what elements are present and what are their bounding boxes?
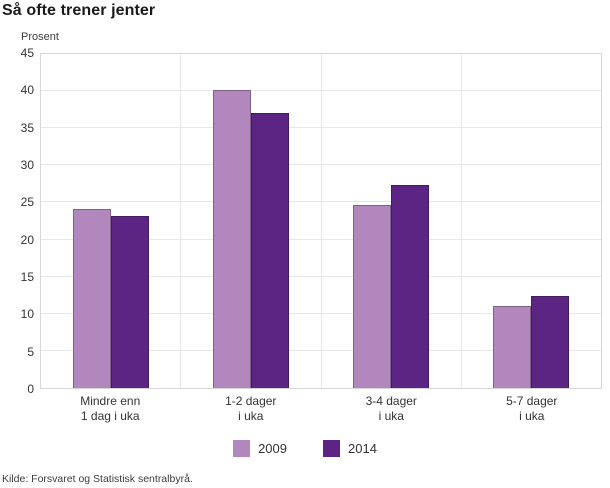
bar-2014-category-2[interactable] (250, 113, 289, 388)
bar-2014-category-1[interactable] (110, 215, 149, 388)
bar-2009-category-1[interactable] (72, 209, 111, 388)
category-group (181, 54, 322, 388)
legend: 2009 2014 (0, 440, 610, 457)
legend-swatch-2009 (233, 440, 251, 457)
x-axis-category-label: 5-7 dager i uka (506, 394, 558, 423)
legend-item-2009[interactable]: 2009 (233, 440, 287, 457)
x-axis-category-label: 1-2 dager i uka (225, 394, 277, 423)
category-group (322, 54, 462, 388)
x-axis-category-label: 3-4 dager i uka (365, 394, 417, 423)
legend-label: 2014 (348, 441, 377, 456)
bar-2009-category-3[interactable] (353, 204, 392, 388)
bar-2009-category-2[interactable] (212, 89, 251, 388)
plot-area (40, 53, 602, 389)
legend-label: 2009 (258, 441, 287, 456)
legend-swatch-2014 (323, 440, 340, 457)
legend-item-2014[interactable]: 2014 (323, 440, 377, 457)
y-axis-tick-label: 10 (20, 307, 34, 322)
y-axis-tick-label: 40 (20, 83, 34, 98)
category-group (41, 54, 182, 388)
y-axis-tick-label: 0 (27, 382, 34, 396)
x-axis-category-label: Mindre enn 1 dag i uka (80, 394, 141, 423)
bar-2014-category-4[interactable] (531, 295, 570, 388)
y-axis-unit-label: Prosent (21, 31, 59, 43)
y-axis-tick-label: 20 (20, 232, 34, 247)
source-note: Kilde: Forsvaret og Statistisk sentralby… (2, 473, 193, 485)
category-group (462, 54, 601, 388)
y-axis: 0 5 10 15 20 25 30 35 40 45 (0, 46, 34, 396)
x-axis: Mindre enn 1 dag i uka 1-2 dager i uka 3-4… (40, 394, 602, 424)
y-axis-tick-label: 30 (20, 158, 34, 173)
bar-2009-category-4[interactable] (493, 306, 532, 388)
y-axis-tick-label: 5 (27, 344, 34, 359)
y-axis-tick-label: 25 (20, 195, 34, 210)
bar-groups (41, 54, 601, 388)
y-axis-tick-label: 15 (20, 270, 34, 285)
y-axis-tick-label: 45 (20, 46, 34, 60)
chart-title: Så ofte trener jenter (2, 2, 156, 19)
bar-2014-category-3[interactable] (391, 184, 430, 388)
y-axis-tick-label: 35 (20, 120, 34, 135)
